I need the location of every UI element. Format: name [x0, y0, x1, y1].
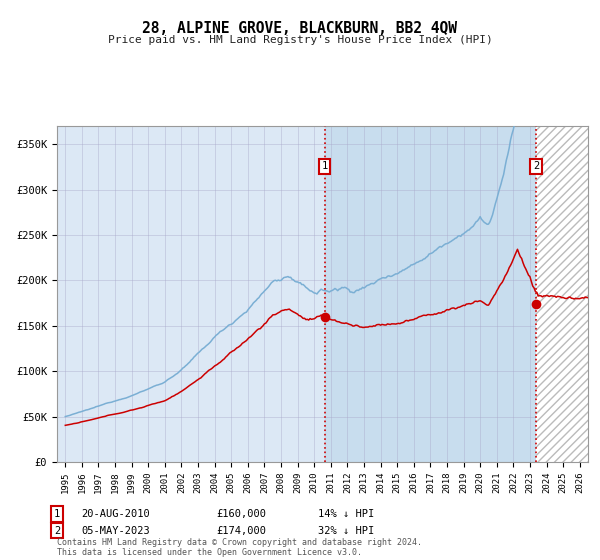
Text: 2: 2 [533, 161, 539, 171]
Text: 32% ↓ HPI: 32% ↓ HPI [318, 526, 374, 536]
Text: 1: 1 [54, 509, 60, 519]
Text: 1: 1 [322, 161, 328, 171]
Text: Contains HM Land Registry data © Crown copyright and database right 2024.
This d: Contains HM Land Registry data © Crown c… [57, 538, 422, 557]
Text: £174,000: £174,000 [216, 526, 266, 536]
Text: Price paid vs. HM Land Registry's House Price Index (HPI): Price paid vs. HM Land Registry's House … [107, 35, 493, 45]
Text: 14% ↓ HPI: 14% ↓ HPI [318, 509, 374, 519]
Bar [325, 126, 536, 462]
Text: £160,000: £160,000 [216, 509, 266, 519]
Text: 20-AUG-2010: 20-AUG-2010 [81, 509, 150, 519]
Text: 05-MAY-2023: 05-MAY-2023 [81, 526, 150, 536]
Text: 28, ALPINE GROVE, BLACKBURN, BB2 4QW: 28, ALPINE GROVE, BLACKBURN, BB2 4QW [143, 21, 458, 36]
Bar [536, 81, 600, 462]
Text: 2: 2 [54, 526, 60, 536]
